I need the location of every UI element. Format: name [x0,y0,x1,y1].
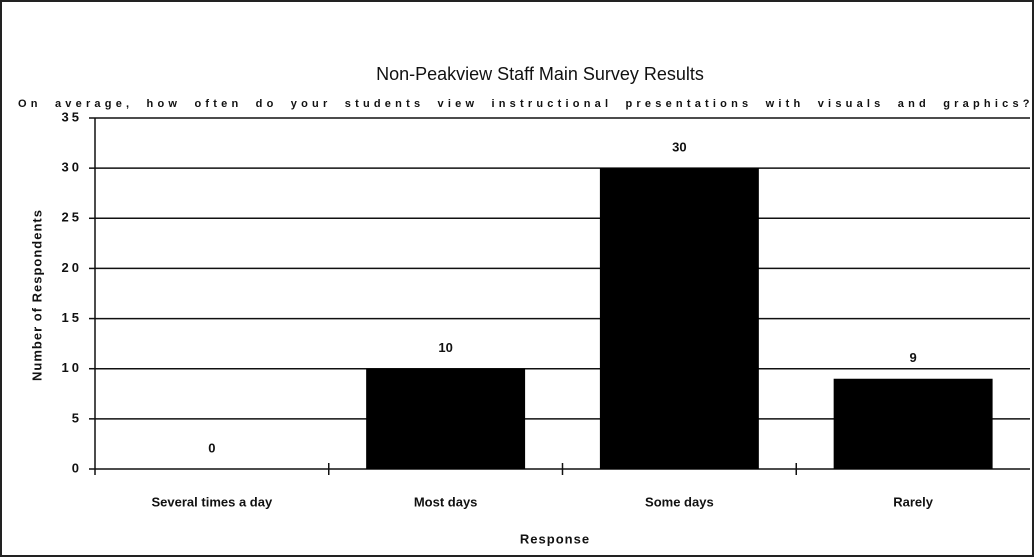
data-label: 10 [438,340,452,355]
chart-subtitle: On average, how often do your students v… [18,98,1030,110]
y-tick-label: 25 [62,210,82,225]
x-tick-label: Rarely [893,494,934,509]
y-tick-label: 30 [62,160,82,175]
x-axis-label: Response [520,531,590,546]
x-tick-label: Most days [414,494,478,509]
bar [599,168,759,469]
bar [366,368,526,469]
y-tick-label: 15 [62,310,82,325]
y-tick-label: 20 [62,260,82,275]
y-tick-label: 0 [72,460,82,475]
y-tick-label: 10 [62,360,82,375]
bar [833,378,993,469]
y-tick-label: 35 [62,109,82,124]
data-label: 30 [672,140,686,155]
chart-title: Non-Peakview Staff Main Survey Results [376,64,704,84]
x-tick-label: Some days [645,494,714,509]
x-tick-label: Several times a day [152,494,273,509]
data-label: 9 [910,350,917,365]
y-tick-label: 5 [72,410,82,425]
y-axis-label: Number of Respondents [29,209,44,381]
data-label: 0 [208,440,215,455]
